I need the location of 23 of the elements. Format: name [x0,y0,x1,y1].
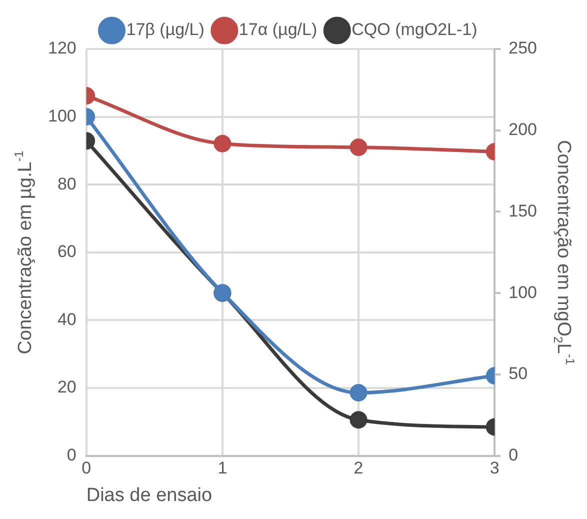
y-tick-label: 120 [48,38,76,58]
legend-label: 17β (µg/L) [126,20,204,40]
y2-axis-title: Concentração em mgO2L-1 [550,140,578,365]
legend-label: CQO (mgO2L-1) [352,20,478,40]
x-tick-label: 1 [218,458,228,478]
y-tick-label: 60 [57,242,76,262]
y-tick-label: 80 [57,174,76,194]
x-tick-label: 2 [354,458,364,478]
y-tick-label: 0 [66,445,76,464]
x-tick-label: 3 [490,458,500,478]
x-axis-title: Dias de ensaio [86,484,212,506]
y2-tick-label: 250 [508,38,538,58]
y-tick-label: 40 [57,310,76,329]
y2-tick-label: 100 [508,282,538,302]
y-tick-label: 20 [57,378,76,397]
y2-tick-label: 0 [508,445,518,464]
x-tick-label: 0 [82,458,92,478]
y-axis-title: Concentração em µg.L-1 [12,150,36,354]
y2-tick-label: 50 [508,364,528,384]
legend-label: 17α (µg/L) [238,20,318,40]
y2-tick-label: 150 [508,201,538,220]
y-tick-label: 100 [48,106,76,126]
y2-tick-label: 200 [508,120,538,140]
